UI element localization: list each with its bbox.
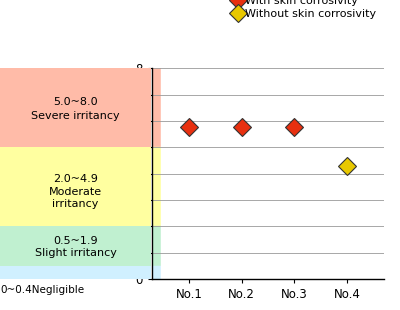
Text: Slight irritancy: Slight irritancy [35,248,116,259]
Legend: With skin corrosivity, Without skin corrosivity: With skin corrosivity, Without skin corr… [233,0,378,21]
Text: Moderate: Moderate [49,187,102,197]
Text: Severe irritancy: Severe irritancy [31,111,120,121]
Line: With skin corrosivity: With skin corrosivity [183,121,301,134]
Bar [0,266,151,279]
Text: 0.5~1.9: 0.5~1.9 [53,236,98,246]
Text: 2.0~4.9: 2.0~4.9 [53,174,98,184]
Bar [0,68,151,147]
Bar [0,226,151,266]
Text: irritancy: irritancy [52,199,99,209]
Bar [0,147,151,226]
With skin corrosivity [292,126,297,129]
With skin corrosivity [186,126,191,129]
Text: 0~0.4Negligible: 0~0.4Negligible [0,285,84,294]
Text: 5.0~8.0: 5.0~8.0 [53,97,98,108]
With skin corrosivity [239,126,244,129]
